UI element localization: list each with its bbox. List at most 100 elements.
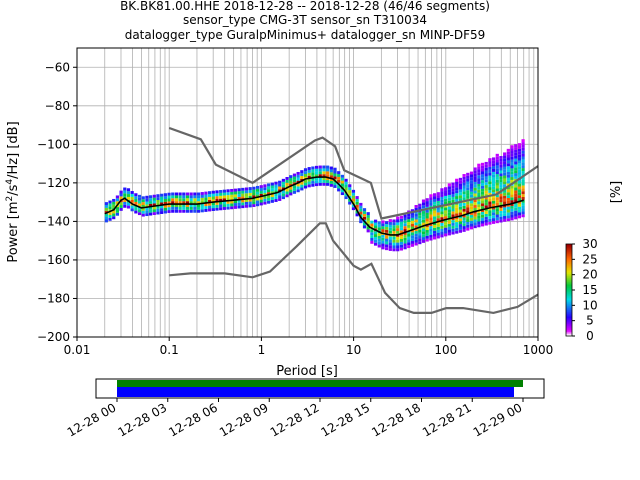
heatmap-cell bbox=[222, 192, 226, 196]
heatmap-cell bbox=[255, 200, 260, 204]
heatmap-cell bbox=[185, 192, 190, 196]
heatmap-cell bbox=[410, 212, 415, 216]
heatmap-cell bbox=[455, 184, 459, 188]
heatmap-cell bbox=[126, 188, 131, 192]
heatmap-cell bbox=[348, 184, 352, 188]
heatmap-cell bbox=[436, 200, 440, 204]
heatmap-cell bbox=[149, 206, 153, 210]
heatmap-cell bbox=[156, 202, 160, 206]
heatmap-cell bbox=[112, 201, 116, 205]
heatmap-cell bbox=[108, 203, 112, 207]
heatmap-cell bbox=[436, 195, 440, 198]
heatmap-cell bbox=[480, 177, 485, 181]
heatmap-cell bbox=[171, 209, 175, 213]
heatmap-cell bbox=[469, 174, 474, 178]
heatmap-cell bbox=[473, 199, 477, 203]
heatmap-cell bbox=[506, 195, 510, 198]
heatmap-cell bbox=[458, 224, 463, 227]
heatmap-cell bbox=[491, 209, 496, 213]
heatmap-cell bbox=[333, 185, 337, 188]
heatmap-cell bbox=[200, 197, 204, 201]
time-tick-label: 12-28 06 bbox=[166, 400, 220, 439]
heatmap-cell bbox=[373, 236, 378, 240]
heatmap-cell bbox=[469, 180, 474, 184]
heatmap-cell bbox=[403, 237, 407, 241]
heatmap-cell bbox=[399, 247, 403, 251]
heatmap-cell bbox=[160, 202, 164, 206]
heatmap-cell bbox=[381, 220, 385, 224]
colorbar-swatch bbox=[566, 272, 572, 275]
heatmap-cell bbox=[436, 218, 440, 222]
colorbar-swatch bbox=[566, 324, 572, 327]
heatmap-cell bbox=[403, 226, 407, 230]
heatmap-cell bbox=[517, 160, 522, 164]
heatmap-cell bbox=[425, 218, 429, 222]
heatmap-cell bbox=[432, 213, 437, 217]
heatmap-cell bbox=[477, 224, 481, 228]
heatmap-cell bbox=[477, 221, 481, 225]
heatmap-cell bbox=[359, 211, 363, 215]
heatmap-cell bbox=[396, 245, 400, 249]
heatmap-cell bbox=[510, 197, 514, 201]
heatmap-cell bbox=[307, 175, 311, 179]
heatmap-cell bbox=[491, 160, 496, 164]
heatmap-cell bbox=[370, 238, 374, 241]
heatmap-cell bbox=[473, 176, 477, 180]
heatmap-cell bbox=[491, 192, 496, 195]
heatmap-cell bbox=[429, 217, 433, 221]
heatmap-cell bbox=[359, 205, 363, 209]
y-tick-label: −60 bbox=[45, 60, 70, 74]
x-tick-label: 1000 bbox=[523, 343, 554, 357]
heatmap-cell bbox=[440, 225, 444, 229]
heatmap-cell bbox=[425, 215, 429, 219]
heatmap-cell bbox=[444, 190, 448, 194]
heatmap-cell bbox=[263, 195, 267, 199]
heatmap-cell bbox=[399, 238, 403, 242]
heatmap-cell bbox=[514, 196, 518, 200]
heatmap-cell bbox=[263, 193, 267, 196]
heatmap-cell bbox=[451, 205, 455, 209]
heatmap-cell bbox=[410, 241, 415, 244]
heatmap-cell bbox=[348, 201, 352, 205]
heatmap-cell bbox=[174, 192, 179, 196]
heatmap-cell bbox=[414, 216, 418, 220]
heatmap-cell bbox=[289, 192, 293, 196]
heatmap-cell bbox=[451, 185, 455, 189]
heatmap-cell bbox=[281, 193, 285, 197]
heatmap-cell bbox=[115, 207, 120, 210]
heatmap-cell bbox=[255, 194, 260, 198]
heatmap-cell bbox=[366, 215, 370, 218]
heatmap-cell bbox=[473, 222, 477, 226]
heatmap-cell bbox=[503, 195, 507, 199]
heatmap-cell bbox=[421, 199, 426, 203]
heatmap-cell bbox=[160, 196, 164, 200]
heatmap-cell bbox=[510, 200, 514, 204]
heatmap-cell bbox=[473, 205, 477, 208]
heatmap-cell bbox=[455, 207, 459, 211]
heatmap-cell bbox=[425, 198, 429, 202]
mean-curve bbox=[104, 176, 524, 236]
colorbar-swatch bbox=[566, 314, 572, 317]
heatmap-cell bbox=[432, 199, 437, 202]
heatmap-cell bbox=[230, 200, 234, 204]
heatmap-cell bbox=[226, 197, 230, 201]
heatmap-cell bbox=[440, 234, 444, 238]
heatmap-cell bbox=[488, 166, 492, 170]
heatmap-cell bbox=[488, 175, 492, 179]
heatmap-cell bbox=[329, 169, 333, 173]
heatmap-cell bbox=[466, 178, 470, 182]
heatmap-cell bbox=[447, 220, 451, 224]
colorbar-swatch bbox=[566, 252, 572, 255]
heatmap-cell bbox=[506, 166, 510, 170]
heatmap-cell bbox=[377, 238, 381, 242]
heatmap-cell bbox=[491, 171, 496, 175]
colorbar-swatch bbox=[566, 298, 572, 301]
heatmap-cell bbox=[444, 210, 448, 214]
heatmap-cell bbox=[407, 213, 411, 217]
heatmap-cell bbox=[185, 204, 190, 207]
colorbar-swatch bbox=[566, 308, 572, 311]
heatmap-cell bbox=[152, 194, 156, 198]
colorbar-swatch bbox=[566, 326, 572, 329]
heatmap-cell bbox=[145, 204, 149, 208]
